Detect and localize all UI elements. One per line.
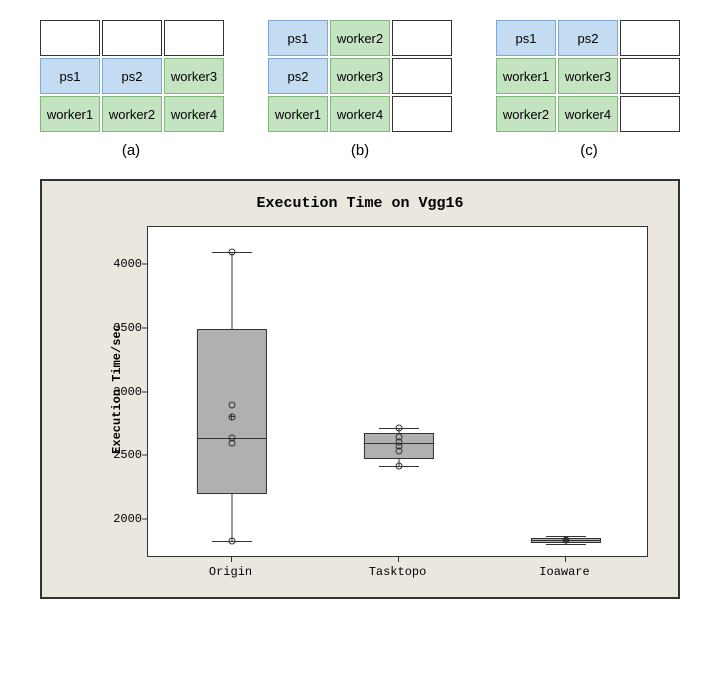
ps-cell: ps1: [40, 58, 100, 94]
ps-cell: ps2: [102, 58, 162, 94]
data-point: [395, 425, 402, 432]
xtick-mark: [398, 557, 399, 562]
xtick-label: Ioaware: [539, 565, 589, 579]
ytick-mark: [142, 455, 147, 456]
ytick-label: 2000: [102, 512, 142, 526]
ytick-label: 3000: [102, 385, 142, 399]
worker-cell: worker1: [268, 96, 328, 132]
data-point: [228, 538, 235, 545]
data-point: [228, 402, 235, 409]
data-point: [228, 413, 235, 420]
worker-cell: worker2: [330, 20, 390, 56]
diagram-labels: (a) (b) (c): [40, 142, 680, 159]
whisker-cap: [545, 544, 585, 545]
worker-cell: worker3: [164, 58, 224, 94]
empty-cell: [40, 20, 100, 56]
ytick-mark: [142, 327, 147, 328]
ps-cell: ps1: [268, 20, 328, 56]
grid-c: ps1ps2worker1worker3worker2worker4: [496, 20, 680, 132]
plot-area: [147, 226, 648, 557]
diagram-row: ps1ps2worker3worker1worker2worker4 ps1wo…: [40, 20, 680, 132]
ytick-mark: [142, 391, 147, 392]
empty-cell: [392, 20, 452, 56]
ytick-mark: [142, 518, 147, 519]
grid-b: ps1worker2ps2worker3worker1worker4: [268, 20, 452, 132]
xtick-mark: [565, 557, 566, 562]
worker-cell: worker2: [496, 96, 556, 132]
data-point: [228, 249, 235, 256]
empty-cell: [620, 96, 680, 132]
empty-cell: [164, 20, 224, 56]
empty-cell: [102, 20, 162, 56]
boxplot-chart: Execution Time on Vgg16 Execution Time/s…: [40, 179, 680, 599]
ps-cell: ps1: [496, 20, 556, 56]
ytick-mark: [142, 264, 147, 265]
label-b: (b): [269, 142, 451, 159]
chart-title: Execution Time on Vgg16: [42, 195, 678, 212]
worker-cell: worker1: [496, 58, 556, 94]
xtick-label: Origin: [209, 565, 252, 579]
data-point: [395, 434, 402, 441]
label-c: (c): [498, 142, 680, 159]
ps-cell: ps2: [268, 58, 328, 94]
worker-cell: worker3: [330, 58, 390, 94]
worker-cell: worker3: [558, 58, 618, 94]
ytick-label: 2500: [102, 448, 142, 462]
grid-a: ps1ps2worker3 worker1worker2worker4: [40, 20, 224, 132]
data-point: [228, 435, 235, 442]
ps-cell: ps2: [558, 20, 618, 56]
empty-cell: [620, 58, 680, 94]
xtick-label: Tasktopo: [369, 565, 427, 579]
data-point: [395, 463, 402, 470]
worker-cell: worker4: [330, 96, 390, 132]
worker-cell: worker4: [164, 96, 224, 132]
xtick-mark: [231, 557, 232, 562]
empty-cell: [392, 96, 452, 132]
data-point: [562, 537, 569, 544]
ytick-label: 3500: [102, 321, 142, 335]
empty-cell: [392, 58, 452, 94]
ytick-label: 4000: [102, 257, 142, 271]
box: [196, 329, 266, 495]
empty-cell: [620, 20, 680, 56]
worker-cell: worker1: [40, 96, 100, 132]
worker-cell: worker4: [558, 96, 618, 132]
worker-cell: worker2: [102, 96, 162, 132]
label-a: (a): [40, 142, 222, 159]
